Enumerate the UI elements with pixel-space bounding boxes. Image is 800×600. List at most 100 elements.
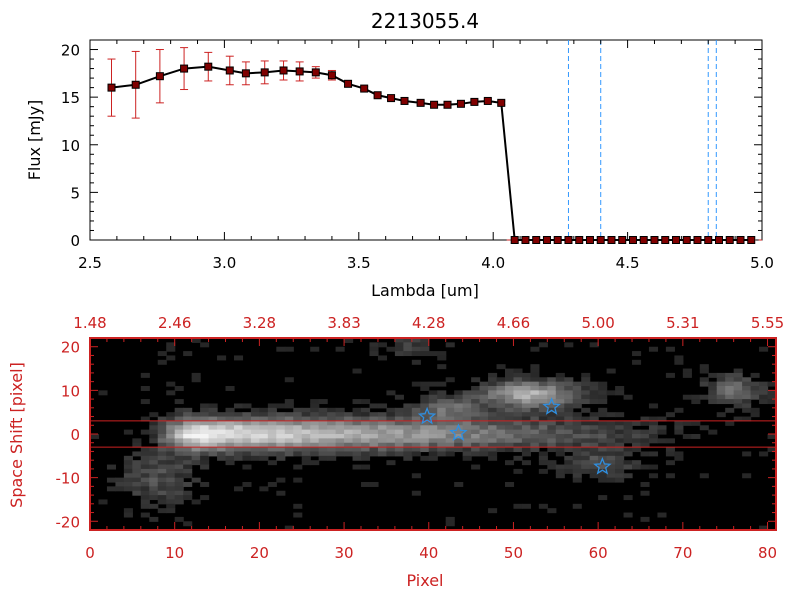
heatmap-cell bbox=[564, 434, 574, 439]
heatmap-cell bbox=[547, 508, 557, 514]
heatmap-cell bbox=[521, 390, 531, 396]
heatmap-cell bbox=[665, 451, 675, 457]
heatmap-cell bbox=[327, 416, 337, 422]
heatmap-cell bbox=[496, 403, 506, 409]
heatmap-cell bbox=[157, 477, 167, 483]
heatmap-cell bbox=[632, 429, 642, 435]
heatmap-cell bbox=[191, 447, 201, 453]
heatmap-cell bbox=[318, 438, 328, 444]
heatmap-cell bbox=[564, 460, 574, 466]
heatmap-cell bbox=[276, 434, 286, 439]
heatmap-cell bbox=[166, 416, 176, 422]
heatmap-cell bbox=[420, 455, 430, 461]
y-tick-label: 15 bbox=[61, 89, 80, 107]
heatmap-cell bbox=[530, 403, 540, 409]
heatmap-cell bbox=[293, 429, 303, 435]
heatmap-cell bbox=[437, 425, 447, 431]
heatmap-cell bbox=[564, 407, 574, 413]
data-point bbox=[373, 91, 382, 100]
heatmap-cell bbox=[538, 390, 548, 396]
heatmap-cell bbox=[581, 434, 591, 439]
heatmap-cell bbox=[411, 359, 421, 365]
heatmap-cell bbox=[564, 429, 574, 435]
heatmap-cell bbox=[191, 460, 201, 466]
heatmap-cell bbox=[471, 451, 481, 457]
heatmap-cell bbox=[420, 412, 430, 418]
heatmap-cell bbox=[589, 416, 599, 422]
heatmap-cell bbox=[106, 477, 117, 483]
heatmap-cell bbox=[488, 399, 498, 405]
heatmap-cell bbox=[572, 455, 582, 461]
data-point bbox=[470, 97, 479, 106]
heatmap-cell bbox=[276, 447, 286, 453]
heatmap-cell bbox=[733, 372, 743, 378]
heatmap-cell bbox=[259, 438, 269, 444]
heatmap-cell bbox=[377, 438, 388, 444]
heatmap-cell bbox=[555, 403, 565, 409]
heatmap-cell bbox=[733, 377, 743, 383]
heatmap-cell bbox=[657, 416, 667, 422]
heatmap-cell bbox=[665, 438, 675, 444]
heatmap-cell bbox=[157, 429, 167, 435]
heatmap-cell bbox=[513, 468, 523, 474]
data-point bbox=[704, 236, 713, 244]
data-point bbox=[650, 236, 659, 244]
heatmap-cell bbox=[521, 403, 531, 409]
heatmap-cell bbox=[318, 425, 328, 431]
heatmap-cell bbox=[361, 482, 371, 487]
heatmap-cell bbox=[420, 386, 430, 391]
heatmap-cell bbox=[276, 429, 286, 435]
heatmap-cell bbox=[411, 403, 421, 409]
heatmap-cell bbox=[166, 464, 176, 470]
heatmap-cell bbox=[242, 455, 252, 461]
heatmap-cell bbox=[174, 420, 184, 426]
heatmap-cell bbox=[547, 381, 557, 387]
data-point bbox=[416, 98, 425, 107]
pixel-tick-label: 40 bbox=[419, 544, 438, 562]
heatmap-cell bbox=[479, 403, 489, 409]
heatmap-cell bbox=[555, 399, 565, 405]
heatmap-cell bbox=[589, 386, 599, 391]
heatmap-cell bbox=[632, 464, 642, 470]
shift-tick-label: -20 bbox=[56, 513, 81, 531]
heatmap-cell bbox=[488, 377, 498, 383]
heatmap-cell bbox=[538, 468, 548, 474]
heatmap-cell bbox=[140, 416, 150, 422]
heatmap-cell bbox=[411, 442, 421, 448]
heatmap-cell bbox=[420, 438, 430, 444]
heatmap-cell bbox=[183, 455, 193, 461]
heatmap-cell bbox=[623, 447, 633, 453]
heatmap-cell bbox=[301, 429, 311, 435]
pixel-tick-label: 50 bbox=[504, 544, 523, 562]
heatmap-cell bbox=[581, 394, 591, 400]
heatmap-cell bbox=[513, 447, 523, 453]
heatmap-cell bbox=[742, 407, 752, 413]
heatmap-cell bbox=[538, 438, 548, 444]
spectrum-panel: 2213055.4 2.5 3.0 3.5 4.0 4.5 5.0 0 5 10 15 20 Lam… bbox=[25, 9, 774, 300]
heatmap-cell bbox=[149, 455, 159, 461]
heatmap-cell bbox=[496, 377, 506, 383]
heatmap-cell bbox=[496, 381, 506, 387]
heatmap-cell bbox=[428, 351, 438, 357]
heatmap-cell bbox=[174, 438, 184, 444]
heatmap-cell bbox=[708, 372, 718, 378]
heatmap-cell bbox=[547, 442, 557, 448]
heatmap-cell bbox=[420, 394, 430, 400]
data-point bbox=[279, 66, 288, 75]
data-point bbox=[204, 62, 213, 71]
heatmap-cell bbox=[589, 342, 599, 348]
heatmap-cell bbox=[157, 499, 167, 505]
heatmap-cell bbox=[166, 429, 176, 435]
heatmap-cell bbox=[479, 386, 489, 391]
heatmap-cell bbox=[233, 442, 244, 448]
heatmap-cell bbox=[149, 473, 159, 479]
heatmap-cell bbox=[589, 455, 599, 461]
heatmap-cell bbox=[632, 359, 642, 365]
heatmap-cell bbox=[564, 386, 574, 391]
heatmap-cell bbox=[530, 399, 540, 405]
heatmap-cell bbox=[259, 486, 269, 492]
heatmap-cell bbox=[471, 416, 481, 422]
heatmap-cell bbox=[208, 429, 218, 435]
heatmap-cell bbox=[352, 399, 362, 405]
heatmap-cell bbox=[301, 438, 311, 444]
